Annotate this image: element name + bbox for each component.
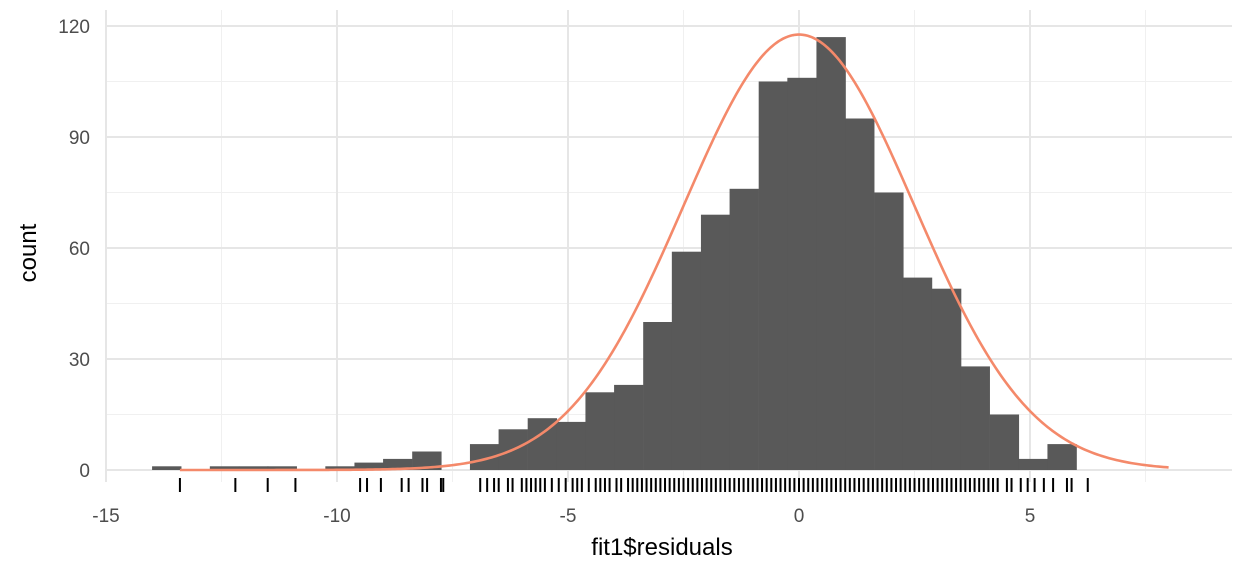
histogram-bar <box>325 466 355 470</box>
histogram-bar <box>209 466 240 470</box>
histogram-bar <box>412 451 442 470</box>
histogram-bar <box>643 322 673 470</box>
histogram-bar <box>902 277 933 470</box>
histogram-bar <box>152 466 182 470</box>
histogram-bar <box>729 188 759 471</box>
histogram-bar <box>1018 458 1048 470</box>
y-axis-tick-labels: 0 30 60 90 120 <box>58 17 90 482</box>
histogram-bar <box>931 288 962 470</box>
histogram-bar <box>383 458 413 470</box>
x-tick-label: -15 <box>92 506 119 527</box>
histogram-bar <box>556 421 586 470</box>
histogram-bar <box>267 466 297 470</box>
y-tick-label: 120 <box>58 17 90 38</box>
normal-density-line <box>179 33 1169 472</box>
histogram-bar <box>787 77 817 471</box>
y-axis-title: count <box>15 223 42 282</box>
histogram-bar <box>758 81 789 470</box>
histogram-bar <box>238 466 269 470</box>
y-tick-label: 30 <box>69 350 90 371</box>
x-axis-tick-labels: -15 -10 -5 0 5 <box>92 506 1035 527</box>
histogram-bar <box>960 366 990 470</box>
histogram-bar <box>614 384 644 470</box>
x-tick-label: -10 <box>323 506 350 527</box>
x-axis-title: fit1$residuals <box>591 534 732 561</box>
density-curve <box>179 33 1169 472</box>
y-tick-label: 60 <box>69 239 90 260</box>
histogram-bar <box>354 462 384 470</box>
histogram-bar <box>989 414 1020 470</box>
x-tick-label: -5 <box>560 506 577 527</box>
histogram-bar <box>845 118 875 470</box>
rug-marks <box>178 478 1089 492</box>
histogram-bar <box>816 37 846 470</box>
histogram-bar <box>700 214 731 470</box>
histogram-bar <box>671 251 702 470</box>
histogram-bar <box>1047 444 1077 470</box>
histogram-bar <box>585 392 615 470</box>
histogram-bars <box>152 37 1077 471</box>
y-tick-label: 90 <box>69 128 90 149</box>
histogram-bar <box>874 192 904 470</box>
y-tick-label: 0 <box>79 461 90 482</box>
x-tick-label: 5 <box>1025 506 1036 527</box>
x-tick-label: 0 <box>794 506 805 527</box>
